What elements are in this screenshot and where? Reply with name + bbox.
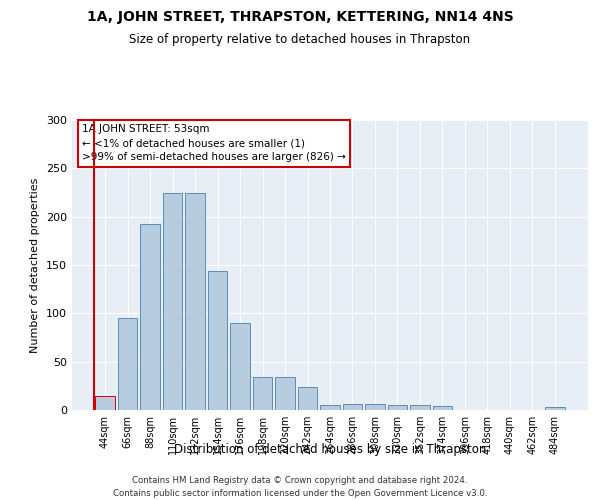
Bar	[95, 396, 115, 410]
Bar	[140, 224, 160, 410]
Bar	[545, 407, 565, 410]
Bar	[185, 194, 205, 410]
Bar	[410, 405, 430, 410]
Bar	[118, 318, 137, 410]
Bar	[433, 406, 452, 410]
Bar	[365, 404, 385, 410]
Text: Contains HM Land Registry data © Crown copyright and database right 2024.: Contains HM Land Registry data © Crown c…	[132, 476, 468, 485]
Bar	[275, 377, 295, 410]
Text: Size of property relative to detached houses in Thrapston: Size of property relative to detached ho…	[130, 32, 470, 46]
Bar	[298, 387, 317, 410]
Bar	[253, 377, 272, 410]
Bar	[208, 271, 227, 410]
Text: 1A, JOHN STREET, THRAPSTON, KETTERING, NN14 4NS: 1A, JOHN STREET, THRAPSTON, KETTERING, N…	[86, 10, 514, 24]
Text: Distribution of detached houses by size in Thrapston: Distribution of detached houses by size …	[174, 442, 486, 456]
Bar	[163, 194, 182, 410]
Text: 1A JOHN STREET: 53sqm
← <1% of detached houses are smaller (1)
>99% of semi-deta: 1A JOHN STREET: 53sqm ← <1% of detached …	[82, 124, 346, 162]
Text: Contains public sector information licensed under the Open Government Licence v3: Contains public sector information licen…	[113, 489, 487, 498]
Bar	[343, 404, 362, 410]
Y-axis label: Number of detached properties: Number of detached properties	[31, 178, 40, 352]
Bar	[388, 405, 407, 410]
Bar	[320, 405, 340, 410]
Bar	[230, 323, 250, 410]
